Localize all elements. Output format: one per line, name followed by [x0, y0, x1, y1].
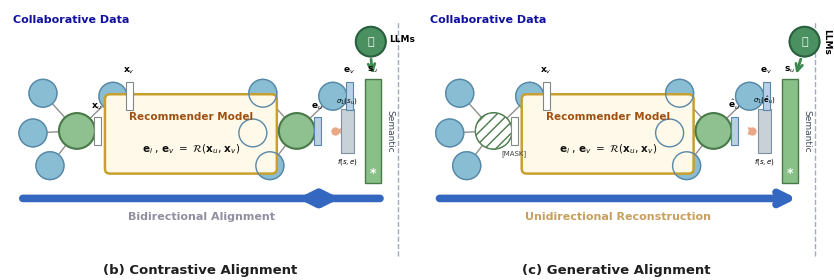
Circle shape — [256, 152, 284, 179]
Circle shape — [29, 79, 57, 107]
Text: Recommender Model: Recommender Model — [128, 112, 253, 122]
Circle shape — [279, 113, 314, 149]
Circle shape — [319, 82, 347, 110]
Circle shape — [696, 113, 731, 149]
Circle shape — [656, 119, 684, 147]
FancyBboxPatch shape — [314, 117, 321, 145]
Circle shape — [790, 27, 820, 57]
FancyBboxPatch shape — [126, 82, 133, 110]
Circle shape — [515, 82, 544, 110]
FancyBboxPatch shape — [510, 117, 518, 145]
FancyBboxPatch shape — [731, 117, 737, 145]
Text: (c) Generative Alignment: (c) Generative Alignment — [522, 264, 711, 277]
Text: Collaborative Data: Collaborative Data — [13, 15, 129, 25]
FancyBboxPatch shape — [781, 79, 797, 183]
Text: $\mathbf{x}_{v}$: $\mathbf{x}_{v}$ — [123, 66, 135, 76]
Text: $f(s,e)$: $f(s,e)$ — [337, 157, 358, 167]
FancyBboxPatch shape — [757, 109, 771, 153]
Circle shape — [36, 152, 64, 179]
Text: Bidirectional Alignment: Bidirectional Alignment — [128, 212, 275, 222]
Text: LLMs: LLMs — [822, 29, 831, 55]
FancyBboxPatch shape — [346, 82, 353, 110]
Circle shape — [672, 152, 701, 179]
Circle shape — [445, 79, 474, 107]
Circle shape — [453, 152, 480, 179]
Circle shape — [435, 119, 464, 147]
Text: $\sigma_1(s_u)$: $\sigma_1(s_u)$ — [336, 96, 358, 106]
Text: Semantic: Semantic — [802, 110, 811, 152]
Text: [MASK]: [MASK] — [501, 150, 526, 157]
Text: $\mathbf{s}_u$: $\mathbf{s}_u$ — [784, 65, 795, 75]
FancyBboxPatch shape — [364, 79, 381, 183]
FancyBboxPatch shape — [762, 82, 770, 110]
Circle shape — [249, 79, 277, 107]
Circle shape — [356, 27, 386, 57]
Text: $\mathbf{e}_{i}$ , $\mathbf{e}_{v}$ $=$ $\mathcal{R}$($\mathbf{x}_{u}$, $\mathbf: $\mathbf{e}_{i}$ , $\mathbf{e}_{v}$ $=$ … — [559, 142, 656, 156]
Text: 👁: 👁 — [368, 37, 374, 47]
Text: $\mathbf{e}_{u}$: $\mathbf{e}_{u}$ — [311, 102, 323, 112]
FancyBboxPatch shape — [341, 109, 354, 153]
Text: $\mathbf{x}_{u}$: $\mathbf{x}_{u}$ — [91, 102, 103, 112]
Circle shape — [666, 79, 694, 107]
Text: $\mathbf{e}_{v}$: $\mathbf{e}_{v}$ — [760, 66, 771, 76]
Circle shape — [475, 113, 512, 149]
Text: (b) Contrastive Alignment: (b) Contrastive Alignment — [103, 264, 297, 277]
Text: Recommender Model: Recommender Model — [545, 112, 670, 122]
FancyBboxPatch shape — [105, 94, 277, 174]
Circle shape — [736, 82, 764, 110]
Text: Semantic: Semantic — [386, 110, 394, 152]
Circle shape — [19, 119, 47, 147]
Text: *: * — [786, 167, 793, 180]
Text: $\mathbf{e}_{v}$: $\mathbf{e}_{v}$ — [343, 66, 354, 76]
Text: 👁: 👁 — [801, 37, 808, 47]
Text: $\mathbf{s}_u$: $\mathbf{s}_u$ — [367, 65, 379, 75]
Text: $\hat{\mathbf{e}}_{u}$: $\hat{\mathbf{e}}_{u}$ — [727, 98, 740, 112]
Text: *: * — [369, 167, 376, 180]
Text: Unidirectional Reconstruction: Unidirectional Reconstruction — [525, 212, 711, 222]
FancyBboxPatch shape — [543, 82, 550, 110]
Circle shape — [99, 82, 127, 110]
Circle shape — [475, 113, 512, 149]
Text: Collaborative Data: Collaborative Data — [430, 15, 546, 25]
FancyBboxPatch shape — [94, 117, 101, 145]
Text: $\sigma_1(\hat{\mathbf{e}}_u)$: $\sigma_1(\hat{\mathbf{e}}_u)$ — [752, 95, 776, 106]
Text: LLMs: LLMs — [389, 35, 414, 44]
Circle shape — [239, 119, 267, 147]
FancyBboxPatch shape — [522, 94, 694, 174]
Text: $\mathbf{e}_{i}$ , $\mathbf{e}_{v}$ $=$ $\mathcal{R}$($\mathbf{x}_{u}$, $\mathbf: $\mathbf{e}_{i}$ , $\mathbf{e}_{v}$ $=$ … — [142, 142, 240, 156]
Text: $\mathbf{x}_{v}$: $\mathbf{x}_{v}$ — [540, 66, 551, 76]
Text: $f(s,e)$: $f(s,e)$ — [754, 157, 775, 167]
Circle shape — [59, 113, 95, 149]
